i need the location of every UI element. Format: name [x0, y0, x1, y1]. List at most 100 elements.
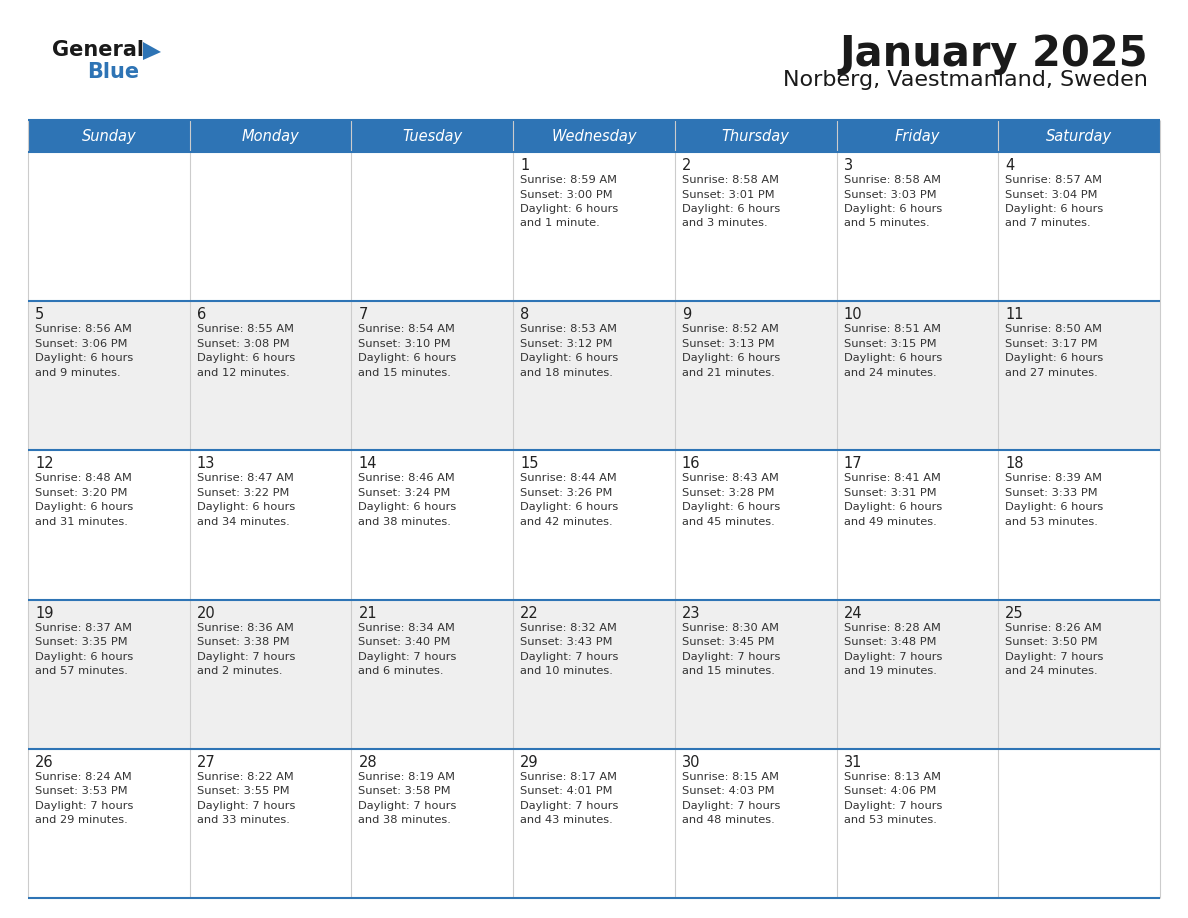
Bar [29, 451, 1159, 599]
Text: and 48 minutes.: and 48 minutes. [682, 815, 775, 825]
Text: Sunset: 3:38 PM: Sunset: 3:38 PM [197, 637, 290, 647]
Text: Daylight: 6 hours: Daylight: 6 hours [197, 502, 295, 512]
Text: January 2025: January 2025 [840, 33, 1148, 75]
Text: and 38 minutes.: and 38 minutes. [359, 815, 451, 825]
Text: Sunset: 3:48 PM: Sunset: 3:48 PM [843, 637, 936, 647]
Text: Sunset: 4:03 PM: Sunset: 4:03 PM [682, 787, 775, 796]
Text: Daylight: 7 hours: Daylight: 7 hours [843, 652, 942, 662]
Text: and 49 minutes.: and 49 minutes. [843, 517, 936, 527]
Text: Sunset: 3:10 PM: Sunset: 3:10 PM [359, 339, 451, 349]
Text: Sunrise: 8:13 AM: Sunrise: 8:13 AM [843, 772, 941, 782]
Text: Sunrise: 8:44 AM: Sunrise: 8:44 AM [520, 474, 617, 484]
Text: Daylight: 6 hours: Daylight: 6 hours [843, 204, 942, 214]
Text: 18: 18 [1005, 456, 1024, 472]
Text: and 15 minutes.: and 15 minutes. [682, 666, 775, 676]
Text: Sunrise: 8:32 AM: Sunrise: 8:32 AM [520, 622, 617, 633]
Text: Sunrise: 8:55 AM: Sunrise: 8:55 AM [197, 324, 293, 334]
Text: 2: 2 [682, 158, 691, 173]
Text: and 34 minutes.: and 34 minutes. [197, 517, 290, 527]
Text: Daylight: 7 hours: Daylight: 7 hours [520, 652, 619, 662]
Text: 6: 6 [197, 308, 206, 322]
Text: Sunset: 3:20 PM: Sunset: 3:20 PM [34, 487, 127, 498]
Text: and 3 minutes.: and 3 minutes. [682, 218, 767, 229]
Text: and 42 minutes.: and 42 minutes. [520, 517, 613, 527]
Text: 9: 9 [682, 308, 691, 322]
Bar [29, 749, 1159, 898]
Text: 16: 16 [682, 456, 701, 472]
Text: Daylight: 7 hours: Daylight: 7 hours [359, 652, 457, 662]
Text: Sunrise: 8:19 AM: Sunrise: 8:19 AM [359, 772, 455, 782]
Text: Sunrise: 8:15 AM: Sunrise: 8:15 AM [682, 772, 779, 782]
Text: Daylight: 7 hours: Daylight: 7 hours [1005, 652, 1104, 662]
Text: Daylight: 7 hours: Daylight: 7 hours [197, 652, 295, 662]
Text: Sunset: 3:00 PM: Sunset: 3:00 PM [520, 189, 613, 199]
Text: Sunset: 3:43 PM: Sunset: 3:43 PM [520, 637, 613, 647]
Text: Sunset: 4:01 PM: Sunset: 4:01 PM [520, 787, 613, 796]
Polygon shape [143, 42, 162, 60]
Text: Sunrise: 8:48 AM: Sunrise: 8:48 AM [34, 474, 132, 484]
Text: 3: 3 [843, 158, 853, 173]
Text: Sunrise: 8:24 AM: Sunrise: 8:24 AM [34, 772, 132, 782]
Text: 21: 21 [359, 606, 377, 621]
Text: Sunrise: 8:58 AM: Sunrise: 8:58 AM [843, 175, 941, 185]
Text: Daylight: 6 hours: Daylight: 6 hours [682, 353, 781, 364]
Text: Sunrise: 8:56 AM: Sunrise: 8:56 AM [34, 324, 132, 334]
Text: Sunday: Sunday [82, 129, 137, 143]
Text: and 19 minutes.: and 19 minutes. [843, 666, 936, 676]
Text: 1: 1 [520, 158, 530, 173]
Text: 23: 23 [682, 606, 701, 621]
Text: Friday: Friday [895, 129, 940, 143]
Text: 11: 11 [1005, 308, 1024, 322]
Text: and 27 minutes.: and 27 minutes. [1005, 368, 1098, 377]
Text: Daylight: 6 hours: Daylight: 6 hours [34, 353, 133, 364]
Text: 15: 15 [520, 456, 538, 472]
Text: 13: 13 [197, 456, 215, 472]
Text: Daylight: 6 hours: Daylight: 6 hours [34, 652, 133, 662]
Text: Sunrise: 8:26 AM: Sunrise: 8:26 AM [1005, 622, 1102, 633]
Text: 24: 24 [843, 606, 862, 621]
Text: Sunrise: 8:51 AM: Sunrise: 8:51 AM [843, 324, 941, 334]
Text: Sunset: 3:13 PM: Sunset: 3:13 PM [682, 339, 775, 349]
Text: Sunset: 3:01 PM: Sunset: 3:01 PM [682, 189, 775, 199]
Text: Sunset: 3:40 PM: Sunset: 3:40 PM [359, 637, 451, 647]
Text: Sunset: 3:12 PM: Sunset: 3:12 PM [520, 339, 613, 349]
Text: Sunrise: 8:34 AM: Sunrise: 8:34 AM [359, 622, 455, 633]
Text: 20: 20 [197, 606, 215, 621]
Text: Sunrise: 8:54 AM: Sunrise: 8:54 AM [359, 324, 455, 334]
Text: Sunset: 3:50 PM: Sunset: 3:50 PM [1005, 637, 1098, 647]
Text: Sunrise: 8:37 AM: Sunrise: 8:37 AM [34, 622, 132, 633]
Text: 7: 7 [359, 308, 368, 322]
Text: Wednesday: Wednesday [551, 129, 637, 143]
Text: and 57 minutes.: and 57 minutes. [34, 666, 128, 676]
Bar [29, 120, 1159, 152]
Text: and 10 minutes.: and 10 minutes. [520, 666, 613, 676]
Text: and 24 minutes.: and 24 minutes. [1005, 666, 1098, 676]
Text: Sunset: 3:04 PM: Sunset: 3:04 PM [1005, 189, 1098, 199]
Text: Monday: Monday [241, 129, 299, 143]
Text: 22: 22 [520, 606, 539, 621]
Text: and 7 minutes.: and 7 minutes. [1005, 218, 1091, 229]
Bar [29, 152, 1159, 301]
Text: Daylight: 6 hours: Daylight: 6 hours [520, 204, 619, 214]
Text: and 21 minutes.: and 21 minutes. [682, 368, 775, 377]
Text: Daylight: 6 hours: Daylight: 6 hours [1005, 502, 1104, 512]
Text: Tuesday: Tuesday [403, 129, 462, 143]
Text: 28: 28 [359, 755, 377, 770]
Text: Sunrise: 8:59 AM: Sunrise: 8:59 AM [520, 175, 617, 185]
Text: Sunset: 3:58 PM: Sunset: 3:58 PM [359, 787, 451, 796]
Text: Sunset: 3:15 PM: Sunset: 3:15 PM [843, 339, 936, 349]
Text: 31: 31 [843, 755, 862, 770]
Text: 5: 5 [34, 308, 44, 322]
Text: Sunset: 3:45 PM: Sunset: 3:45 PM [682, 637, 775, 647]
Text: Sunrise: 8:50 AM: Sunrise: 8:50 AM [1005, 324, 1102, 334]
Text: Sunset: 4:06 PM: Sunset: 4:06 PM [843, 787, 936, 796]
Text: General: General [52, 40, 144, 60]
Text: and 53 minutes.: and 53 minutes. [843, 815, 936, 825]
Text: Blue: Blue [87, 62, 139, 82]
Text: and 29 minutes.: and 29 minutes. [34, 815, 128, 825]
Text: Norberg, Vaestmanland, Sweden: Norberg, Vaestmanland, Sweden [783, 70, 1148, 90]
Bar [29, 301, 1159, 451]
Text: Sunrise: 8:30 AM: Sunrise: 8:30 AM [682, 622, 779, 633]
Text: 29: 29 [520, 755, 539, 770]
Text: 8: 8 [520, 308, 530, 322]
